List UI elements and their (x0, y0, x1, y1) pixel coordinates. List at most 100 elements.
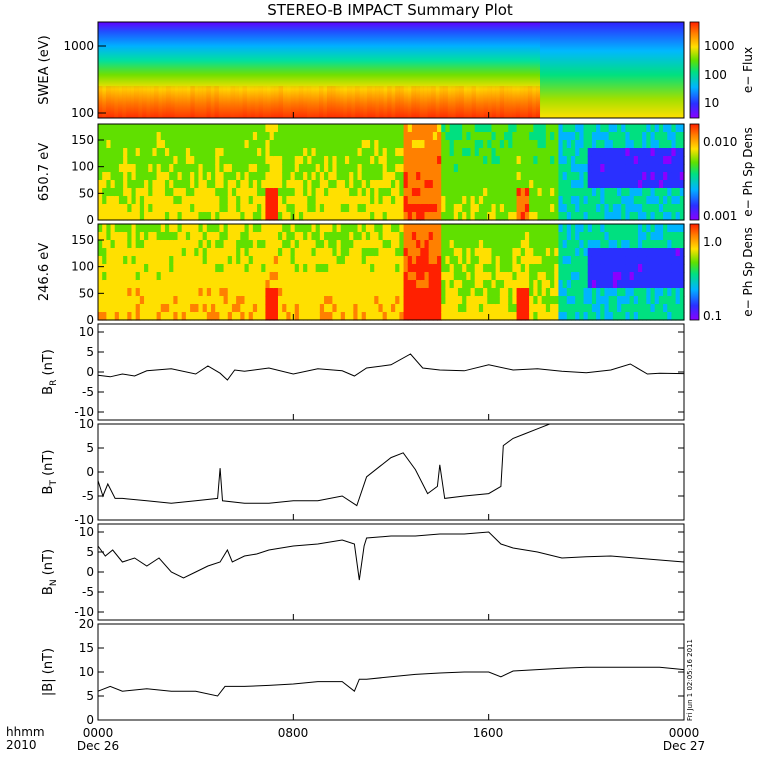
heatmap-cell (667, 180, 673, 189)
heatmap-cell (391, 272, 396, 281)
heatmap-cell (361, 232, 367, 241)
heatmap-cell (370, 256, 375, 265)
heatmap-cell (190, 148, 195, 157)
colorbar-tick-label: 0.010 (703, 135, 737, 149)
heatmap-cell (621, 212, 626, 221)
heatmap-cell (215, 312, 220, 321)
heatmap-cell (303, 304, 308, 313)
heatmap-cell (131, 312, 137, 321)
heatmap-cell (307, 248, 313, 257)
heatmap-cell (202, 196, 208, 205)
heatmap-cell (349, 172, 354, 181)
heatmap-cell (625, 272, 631, 281)
heatmap-cell (382, 172, 388, 181)
heatmap-cell (261, 156, 267, 165)
swea-cell (214, 86, 219, 118)
heatmap-cell (127, 148, 133, 157)
heatmap-cell (98, 132, 103, 141)
heatmap-cell (202, 132, 208, 141)
heatmap-cell (428, 132, 434, 141)
heatmap-cell (139, 312, 145, 321)
heatmap-cell (106, 288, 112, 297)
heatmap-cell (512, 312, 518, 321)
swea-cell (383, 86, 388, 118)
heatmap-cell (621, 280, 626, 289)
heatmap-cell (236, 156, 241, 165)
heatmap-cell (202, 232, 208, 241)
heatmap-cell (173, 188, 179, 197)
heatmap-cell (671, 288, 677, 297)
heatmap-cell (248, 232, 254, 241)
heatmap-cell (575, 124, 580, 133)
heatmap-cell (432, 264, 438, 273)
heatmap-cell (328, 188, 333, 197)
heatmap-cell (244, 312, 250, 321)
heatmap-cell (164, 288, 170, 297)
heatmap-cell (462, 180, 467, 189)
heatmap-cell (169, 164, 174, 173)
heatmap-cell (499, 124, 505, 133)
heatmap-cell (671, 164, 677, 173)
heatmap-cell (123, 140, 128, 149)
heatmap-cell (357, 296, 363, 305)
heatmap-cell (428, 264, 434, 273)
heatmap-cell (131, 148, 137, 157)
heatmap-cell (495, 224, 501, 233)
swea-cell (323, 86, 328, 118)
heatmap-cell (152, 172, 158, 181)
y-tick-label: -5 (82, 385, 94, 399)
heatmap-cell (679, 304, 685, 313)
heatmap-cell (169, 304, 174, 313)
heatmap-cell (658, 304, 664, 313)
heatmap-cell (127, 240, 133, 249)
heatmap-cell (370, 172, 375, 181)
heatmap-cell (135, 240, 141, 249)
heatmap-cell (286, 264, 292, 273)
heatmap-cell (152, 248, 158, 257)
heatmap-cell (324, 164, 329, 173)
heatmap-cell (370, 196, 375, 205)
heatmap-cell (315, 248, 321, 257)
heatmap-cell (131, 256, 137, 265)
heatmap-cell (462, 164, 467, 173)
heatmap-cell (411, 240, 417, 249)
heatmap-cell (139, 172, 145, 181)
heatmap-cell (181, 272, 187, 281)
heatmap-cell (319, 296, 325, 305)
heatmap-cell (520, 156, 526, 165)
heatmap-cell (303, 164, 308, 173)
heatmap-cell (315, 232, 321, 241)
heatmap-cell (424, 288, 430, 297)
heatmap-cell (265, 240, 271, 249)
heatmap-cell (198, 256, 204, 265)
heatmap-cell (533, 248, 539, 257)
heatmap-cell (273, 164, 279, 173)
heatmap-cell (591, 312, 597, 321)
heatmap-cell (596, 140, 601, 149)
heatmap-cell (332, 188, 338, 197)
heatmap-cell (437, 156, 442, 165)
heatmap-cell (483, 304, 488, 313)
heatmap-cell (374, 256, 380, 265)
heatmap-cell (512, 140, 518, 149)
heatmap-cell (671, 188, 677, 197)
heatmap-cell (637, 312, 643, 321)
heatmap-cell (466, 264, 472, 273)
heatmap-cell (529, 224, 534, 233)
heatmap-cell (637, 248, 643, 257)
heatmap-cell (596, 148, 601, 157)
heatmap-cell (357, 272, 363, 281)
heatmap-cell (219, 156, 225, 165)
heatmap-cell (391, 204, 396, 213)
heatmap-cell (332, 164, 338, 173)
heatmap-cell (139, 204, 145, 213)
heatmap-cell (432, 312, 438, 321)
heatmap-cell (135, 132, 141, 141)
heatmap-cell (206, 156, 212, 165)
heatmap-cell (294, 132, 300, 141)
heatmap-cell (428, 232, 434, 241)
heatmap-cell (181, 188, 187, 197)
heatmap-cell (148, 256, 154, 265)
heatmap-cell (462, 196, 467, 205)
swea-cell (431, 86, 436, 118)
